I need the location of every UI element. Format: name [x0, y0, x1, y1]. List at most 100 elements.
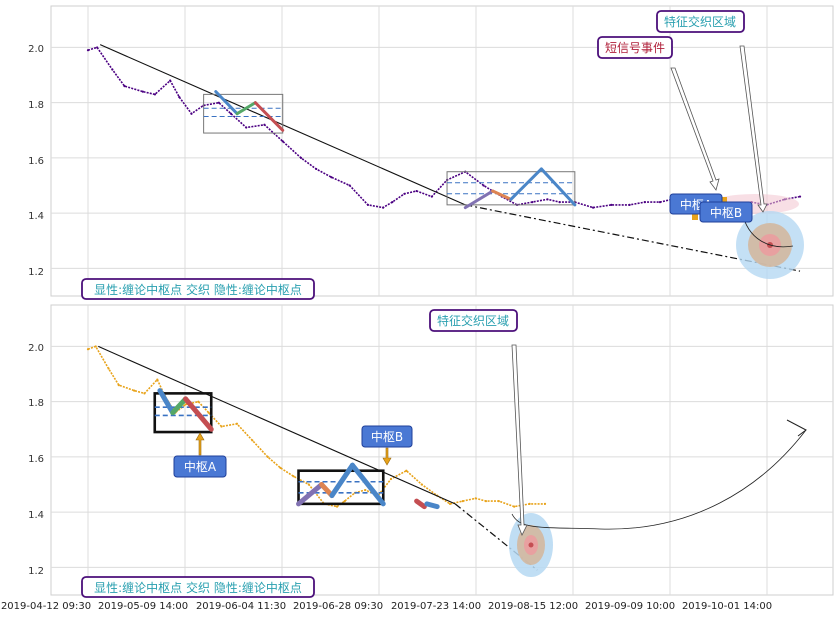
price-point — [266, 455, 269, 459]
bottom-panel: 2.0 1.8 1.6 1.4 1.2 中枢A 中枢B 特征交织区域 — [28, 304, 834, 598]
y-tick-label: 1.2 — [28, 566, 44, 577]
stroke-segment — [349, 462, 386, 507]
trend-line — [98, 345, 456, 505]
price-point — [448, 502, 452, 505]
price-point — [220, 425, 223, 428]
trend-line — [454, 503, 538, 571]
price-point — [141, 90, 144, 93]
stroke-segment — [539, 167, 577, 207]
price-point — [420, 483, 423, 486]
feature-zone-label: 特征交织区域 — [437, 313, 509, 328]
stroke-segment — [157, 388, 176, 416]
price-point — [251, 439, 254, 442]
x-tick-label: 2019-04-12 09:30 — [1, 601, 91, 612]
price-point — [197, 400, 200, 403]
stroke-segment — [235, 101, 257, 116]
price-point — [123, 84, 126, 88]
price-point — [94, 345, 97, 348]
y-tick-label: 1.6 — [28, 454, 44, 465]
price-point — [798, 195, 802, 198]
price-point — [207, 411, 210, 414]
price-point — [153, 93, 157, 96]
price-point — [528, 502, 531, 505]
price-point — [391, 200, 394, 204]
feature-zone-label: 特征交织区域 — [664, 14, 736, 29]
x-tick-label: 2019-09-09 10:00 — [585, 601, 675, 612]
price-point — [281, 140, 284, 143]
top-panel: 2.0 1.8 1.6 1.4 1.2 中枢A 中枢B 特征交织区域 — [28, 5, 834, 300]
price-point — [643, 200, 646, 204]
price-point — [430, 195, 433, 198]
stroke-segment — [170, 396, 189, 416]
price-point — [484, 499, 488, 503]
price-point — [190, 112, 193, 115]
price-point — [235, 422, 239, 425]
x-tick-label: 2019-10-01 14:00 — [682, 601, 772, 612]
long-arc-curve — [511, 429, 807, 530]
price-point — [497, 499, 500, 503]
price-point — [111, 68, 114, 71]
bottom-legend: 显性:缠论中枢点 交织 隐性:缠论中枢点 — [81, 576, 315, 598]
price-point — [343, 499, 346, 503]
stroke-segment — [491, 189, 513, 201]
arrow-to-zhongshu-b — [382, 447, 392, 466]
price-point — [366, 203, 370, 206]
stroke-segment — [424, 501, 440, 510]
zhongshu-box — [297, 469, 385, 506]
x-tick-label: 2019-08-15 12:00 — [488, 601, 578, 612]
price-point — [403, 192, 406, 195]
price-point — [315, 167, 318, 171]
stroke-segment — [329, 462, 355, 499]
zhongshu-b-label: 中枢B — [371, 429, 403, 444]
y-tick-label: 1.8 — [28, 100, 44, 111]
price-point — [178, 96, 181, 99]
zhongshu-box — [153, 392, 213, 434]
stroke-segment — [509, 167, 543, 201]
price-point — [263, 123, 266, 126]
bottom-callout-feature-zone: 特征交织区域 — [429, 309, 518, 332]
top-plot-frame — [50, 5, 834, 297]
price-point — [335, 505, 339, 508]
price-point — [482, 184, 485, 187]
price-point — [513, 505, 516, 508]
price-point — [307, 483, 310, 486]
x-tick-label: 2019-05-09 14:00 — [98, 601, 188, 612]
price-point — [292, 475, 295, 478]
bottom-plot-frame — [50, 304, 834, 596]
price-point — [229, 112, 233, 115]
signal-marker-dot — [692, 214, 698, 220]
price-point — [610, 203, 613, 206]
price-point — [143, 392, 146, 395]
price-point — [117, 383, 120, 387]
price-point — [348, 184, 351, 187]
stroke-segment — [463, 189, 495, 210]
x-tick-label: 2019-06-28 09:30 — [293, 601, 383, 612]
price-series-line — [87, 46, 801, 209]
arc-end-tick — [786, 419, 807, 437]
price-point — [405, 469, 408, 472]
stroke-segment — [214, 90, 239, 116]
price-point — [364, 488, 367, 492]
price-point — [628, 203, 631, 206]
price-point — [415, 189, 418, 193]
price-point — [382, 206, 385, 209]
bottom-y-tick-labels: 2.0 1.8 1.6 1.4 1.2 — [28, 343, 44, 577]
callout-arrow-feature-zone — [511, 344, 528, 536]
top-legend: 显性:缠论中枢点 交织 隐性:缠论中枢点 — [81, 278, 315, 300]
bottom-marks — [86, 345, 547, 571]
price-point — [330, 176, 333, 179]
x-tick-labels: 2019-04-12 09:30 2019-05-09 14:00 2019-0… — [1, 601, 772, 612]
zhongshu-a-label: 中枢A — [184, 459, 217, 474]
callout-arrow-short-signal — [670, 67, 720, 191]
stroke-segment — [414, 498, 427, 510]
bottom-label-zhongshu-a: 中枢A — [173, 455, 227, 478]
arrow-to-zhongshu-a — [195, 432, 205, 456]
price-point — [591, 206, 595, 209]
price-point — [389, 477, 393, 481]
price-point — [133, 389, 136, 392]
price-point — [474, 497, 477, 500]
trend-line — [465, 204, 801, 272]
y-tick-label: 1.4 — [28, 510, 44, 521]
bottom-label-zhongshu-b: 中枢B — [361, 425, 413, 448]
